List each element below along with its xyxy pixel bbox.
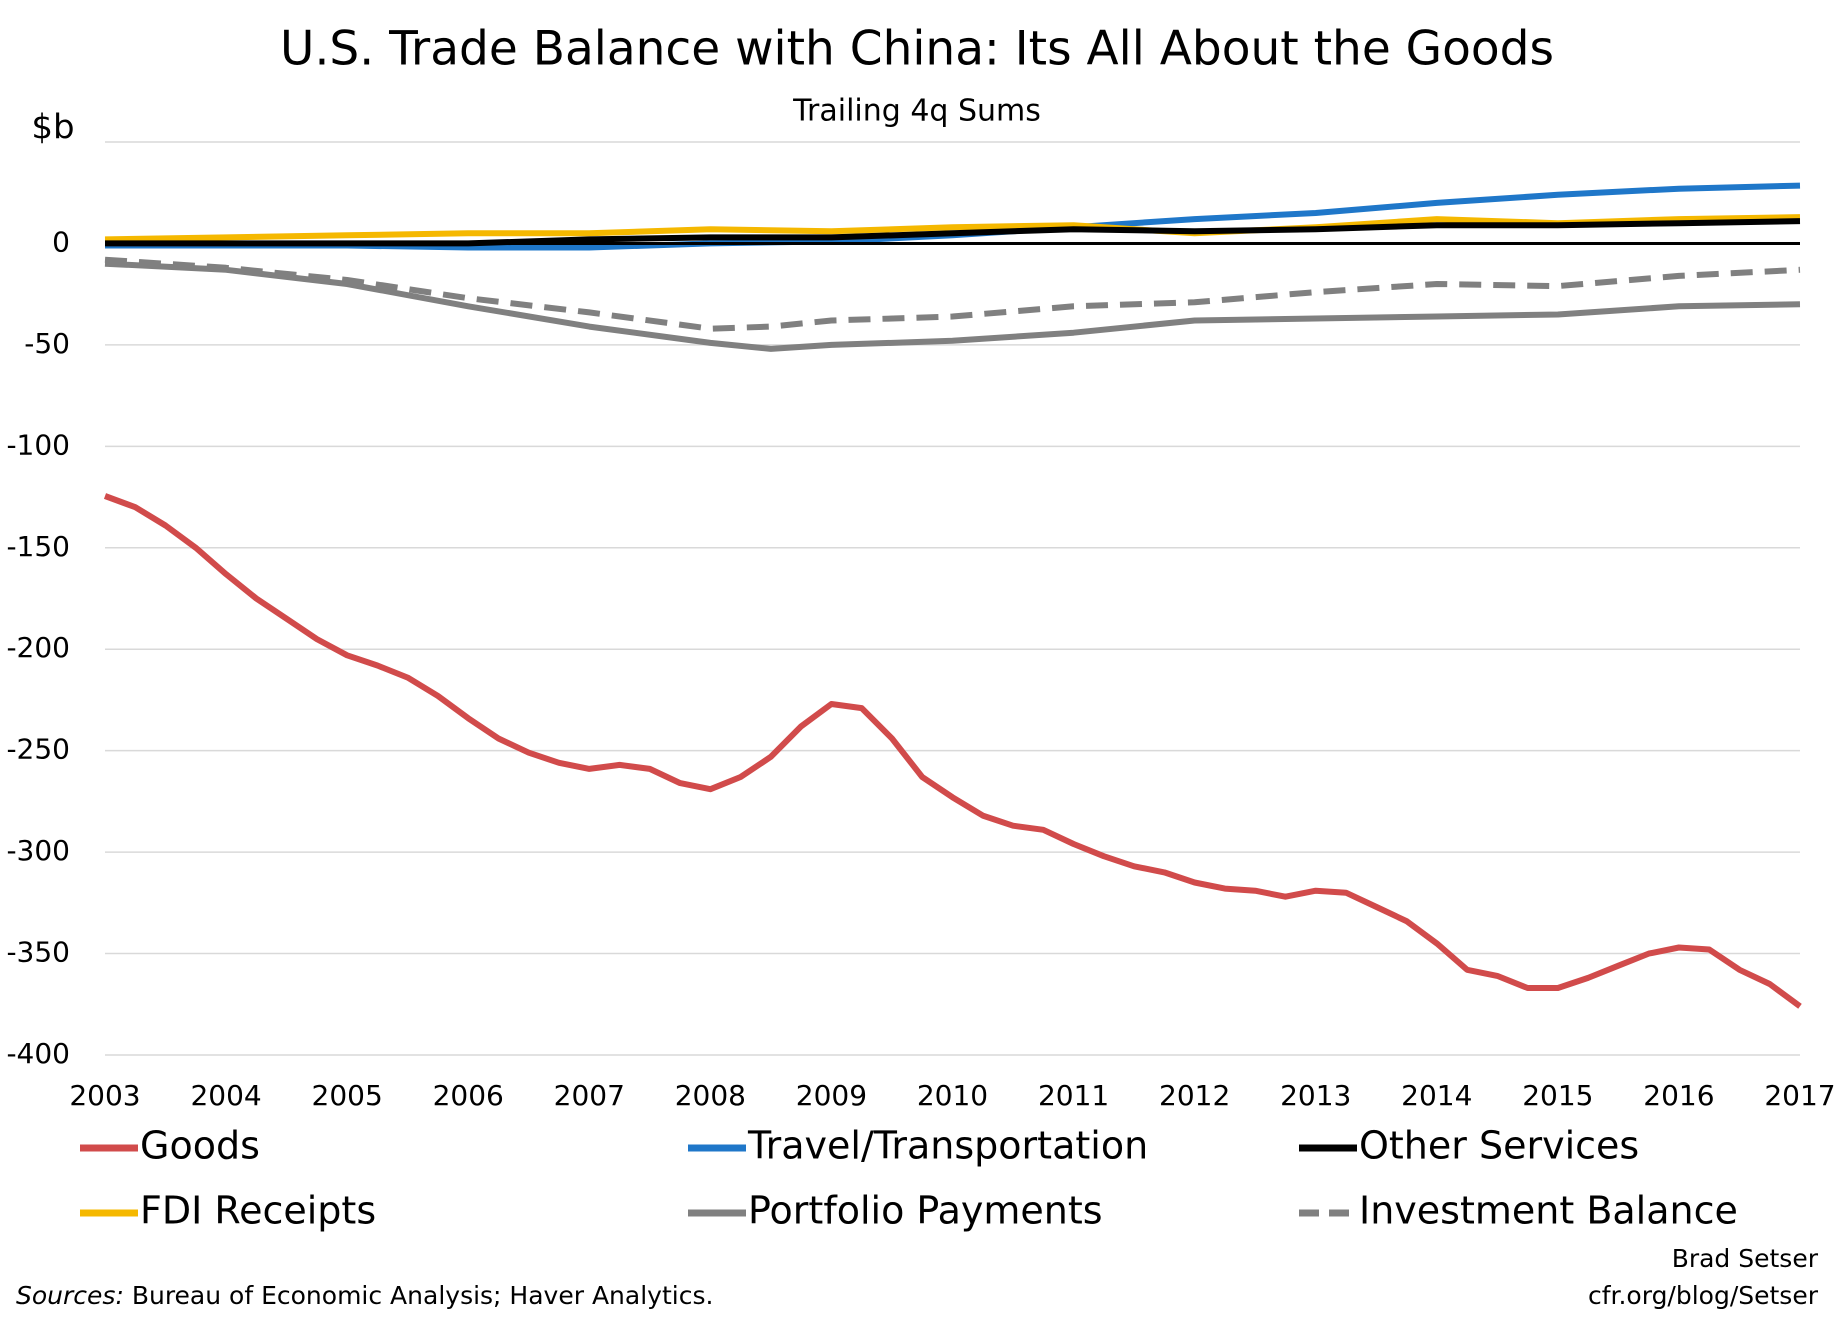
y-tick-label: 0 xyxy=(52,225,70,258)
x-tick-label: 2017 xyxy=(1764,1079,1835,1112)
chart-title: U.S. Trade Balance with China: Its All A… xyxy=(280,22,1554,77)
y-tick-label: -400 xyxy=(6,1037,70,1070)
credit: cfr.org/blog/Setser xyxy=(1588,1281,1819,1310)
x-tick-label: 2009 xyxy=(796,1079,867,1112)
y-tick-label: -350 xyxy=(6,936,70,969)
source-label: Sources: xyxy=(16,1281,124,1310)
series-line xyxy=(104,214,1801,243)
x-tick-label: 2012 xyxy=(1159,1079,1230,1112)
x-tick-label: 2006 xyxy=(433,1079,504,1112)
series-line xyxy=(103,493,1802,1009)
legend-label: FDI Receipts xyxy=(140,1189,376,1233)
legend-label: Travel/Transportation xyxy=(747,1124,1148,1168)
y-tick-label: -50 xyxy=(24,327,70,360)
chart-subtitle: Trailing 4q Sums xyxy=(792,94,1041,129)
x-tick-label: 2010 xyxy=(917,1079,988,1112)
x-tick-label: 2011 xyxy=(1038,1079,1109,1112)
series-line xyxy=(105,182,1801,251)
y-axis-label: $b xyxy=(31,108,74,148)
y-tick-label: -250 xyxy=(6,733,70,766)
x-tick-label: 2005 xyxy=(312,1079,383,1112)
y-tick-label: -150 xyxy=(6,530,70,563)
y-tick-label: -300 xyxy=(6,834,70,867)
x-tick-label: 2015 xyxy=(1522,1079,1593,1112)
source-text: Bureau of Economic Analysis; Haver Analy… xyxy=(132,1281,714,1310)
series-line xyxy=(104,260,1801,352)
x-tick-label: 2007 xyxy=(554,1079,625,1112)
x-tick-label: 2003 xyxy=(69,1079,140,1112)
x-tick-label: 2008 xyxy=(675,1079,746,1112)
x-tick-label: 2016 xyxy=(1643,1079,1714,1112)
y-tick-label: -100 xyxy=(6,428,70,461)
credit: Brad Setser xyxy=(1672,1244,1819,1273)
x-tick-label: 2004 xyxy=(190,1079,261,1112)
legend-label: Portfolio Payments xyxy=(748,1189,1103,1233)
x-tick-label: 2013 xyxy=(1280,1079,1351,1112)
source: Sources: Bureau of Economic Analysis; Ha… xyxy=(16,1281,713,1310)
legend-label: Goods xyxy=(140,1124,260,1168)
series-line xyxy=(104,256,1801,332)
y-tick-label: -200 xyxy=(6,631,70,664)
legend-label: Investment Balance xyxy=(1359,1189,1738,1233)
legend-label: Other Services xyxy=(1359,1124,1639,1168)
x-tick-label: 2014 xyxy=(1401,1079,1472,1112)
